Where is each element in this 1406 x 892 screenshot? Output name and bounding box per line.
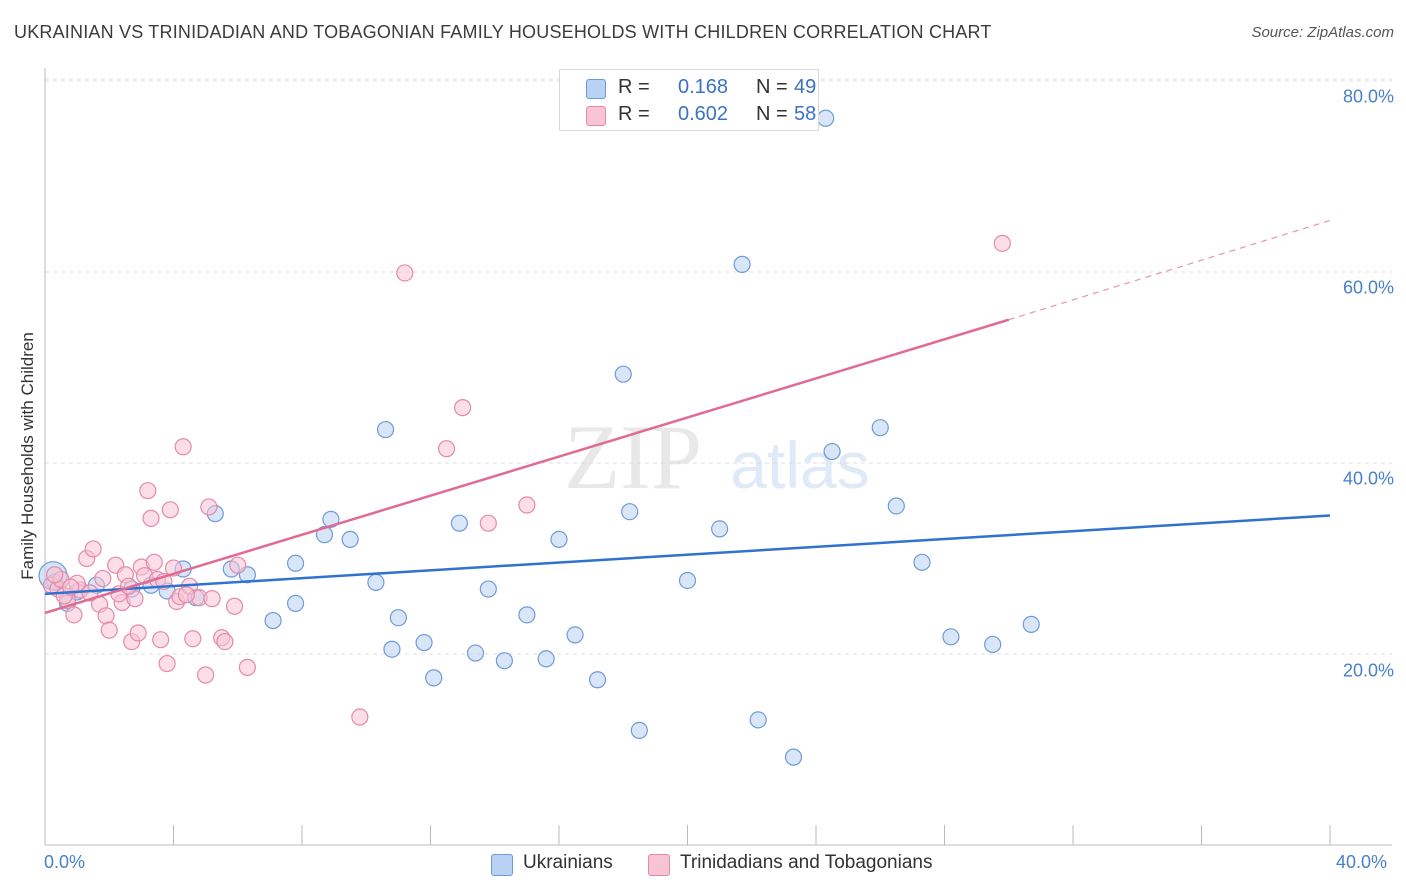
point-ukrainians: [286, 594, 305, 612]
point-ukrainians: [621, 503, 639, 521]
point-trinidadians: [225, 597, 244, 615]
point-trinidadians: [142, 509, 160, 527]
point-trinidadians: [238, 658, 256, 676]
point-trinidadians: [396, 264, 414, 282]
point-ukrainians: [588, 671, 607, 689]
point-trinidadians: [158, 654, 176, 673]
bottom-legend-swatch-pink: [648, 854, 670, 876]
point-ukrainians: [376, 420, 395, 439]
trend-line-trinidadians: [44, 318, 1010, 615]
point-trinidadians: [454, 399, 472, 417]
point-trinidadians: [129, 624, 147, 642]
point-trinidadians: [229, 556, 247, 574]
point-trinidadians: [100, 621, 118, 639]
point-ukrainians: [450, 514, 469, 532]
point-trinidadians: [46, 566, 64, 584]
y-tick-label: 40.0%: [1342, 468, 1394, 489]
point-ukrainians: [415, 633, 433, 652]
point-trinidadians: [152, 631, 170, 649]
point-ukrainians: [495, 652, 513, 670]
legend-r-value: 0.168: [678, 76, 729, 98]
point-ukrainians: [367, 573, 385, 591]
axes: [44, 68, 1392, 846]
point-ukrainians: [871, 419, 889, 437]
watermark-zip: ZIP: [564, 406, 702, 508]
point-trinidadians: [479, 514, 497, 532]
point-trinidadians: [200, 498, 218, 516]
legend-n-label: N =: [756, 76, 788, 98]
point-ukrainians: [887, 497, 905, 515]
point-ukrainians: [383, 640, 401, 658]
bottom-legend-label: Trinidadians and Tobagonians: [680, 852, 933, 873]
point-ukrainians: [630, 721, 648, 740]
point-trinidadians: [94, 569, 112, 588]
legend-n-value: 58: [794, 103, 817, 125]
point-trinidadians: [993, 234, 1011, 252]
point-ukrainians: [913, 553, 931, 571]
point-ukrainians: [817, 109, 835, 127]
point-trinidadians: [145, 553, 163, 571]
point-trinidadians: [174, 438, 192, 456]
point-ukrainians: [341, 530, 359, 549]
x-tick-label: 40.0%: [1336, 852, 1388, 872]
point-ukrainians: [942, 628, 960, 646]
point-ukrainians: [614, 365, 632, 383]
point-ukrainians: [518, 606, 536, 624]
trend-line-trinidadians-extension: [1008, 219, 1331, 321]
legend-r-label: R =: [618, 103, 650, 125]
point-ukrainians: [425, 669, 443, 687]
point-ukrainians: [823, 442, 841, 461]
point-ukrainians: [322, 510, 340, 528]
point-ukrainians: [550, 530, 568, 549]
point-ukrainians: [1022, 615, 1040, 633]
legend-swatch-pink: [586, 106, 606, 126]
y-axis-label: Family Households with Children: [18, 332, 37, 580]
x-tick-label: 0.0%: [44, 852, 86, 872]
legend: R = 0.168 N = 49 R = 0.602 N = 58: [559, 69, 819, 131]
point-ukrainians: [733, 255, 751, 273]
point-ukrainians: [389, 609, 407, 627]
point-trinidadians: [65, 606, 83, 624]
y-tick-label: 60.0%: [1342, 277, 1394, 298]
point-trinidadians: [203, 590, 221, 608]
point-ukrainians: [466, 644, 485, 662]
watermark-atlas: atlas: [730, 428, 869, 502]
point-ukrainians: [479, 580, 497, 598]
point-trinidadians: [197, 666, 215, 684]
y-tick-label: 20.0%: [1342, 660, 1394, 681]
point-ukrainians: [749, 711, 767, 729]
point-ukrainians: [678, 571, 697, 590]
point-trinidadians: [84, 540, 102, 558]
point-trinidadians: [139, 482, 157, 500]
series-ukrainians-points: [38, 109, 1040, 766]
y-tick-label: 80.0%: [1342, 86, 1394, 107]
point-trinidadians: [437, 440, 456, 458]
point-ukrainians: [984, 635, 1002, 654]
bottom-legend-swatch-blue: [491, 854, 513, 876]
point-trinidadians: [216, 632, 234, 651]
point-ukrainians: [711, 520, 729, 538]
point-trinidadians: [161, 501, 179, 519]
point-ukrainians: [264, 611, 282, 630]
point-ukrainians: [537, 650, 555, 668]
point-trinidadians: [177, 586, 195, 604]
point-trinidadians: [97, 607, 115, 625]
point-trinidadians: [351, 708, 369, 726]
point-ukrainians: [566, 626, 584, 644]
source-label: Source: ZipAtlas.com: [1251, 24, 1394, 41]
bottom-legend-label: Ukrainians: [523, 852, 613, 873]
legend-swatch-blue: [586, 79, 606, 99]
trend-lines: [44, 219, 1331, 615]
point-trinidadians: [518, 496, 536, 514]
legend-n-value: 49: [794, 76, 817, 98]
chart-title: UKRAINIAN VS TRINIDADIAN AND TOBAGONIAN …: [14, 22, 992, 42]
legend-r-label: R =: [618, 76, 650, 98]
point-trinidadians: [184, 630, 202, 648]
legend-n-label: N =: [756, 103, 788, 125]
point-ukrainians: [286, 554, 305, 572]
trend-line-ukrainians: [44, 514, 1331, 596]
legend-r-value: 0.602: [678, 103, 729, 125]
point-ukrainians: [784, 748, 803, 766]
